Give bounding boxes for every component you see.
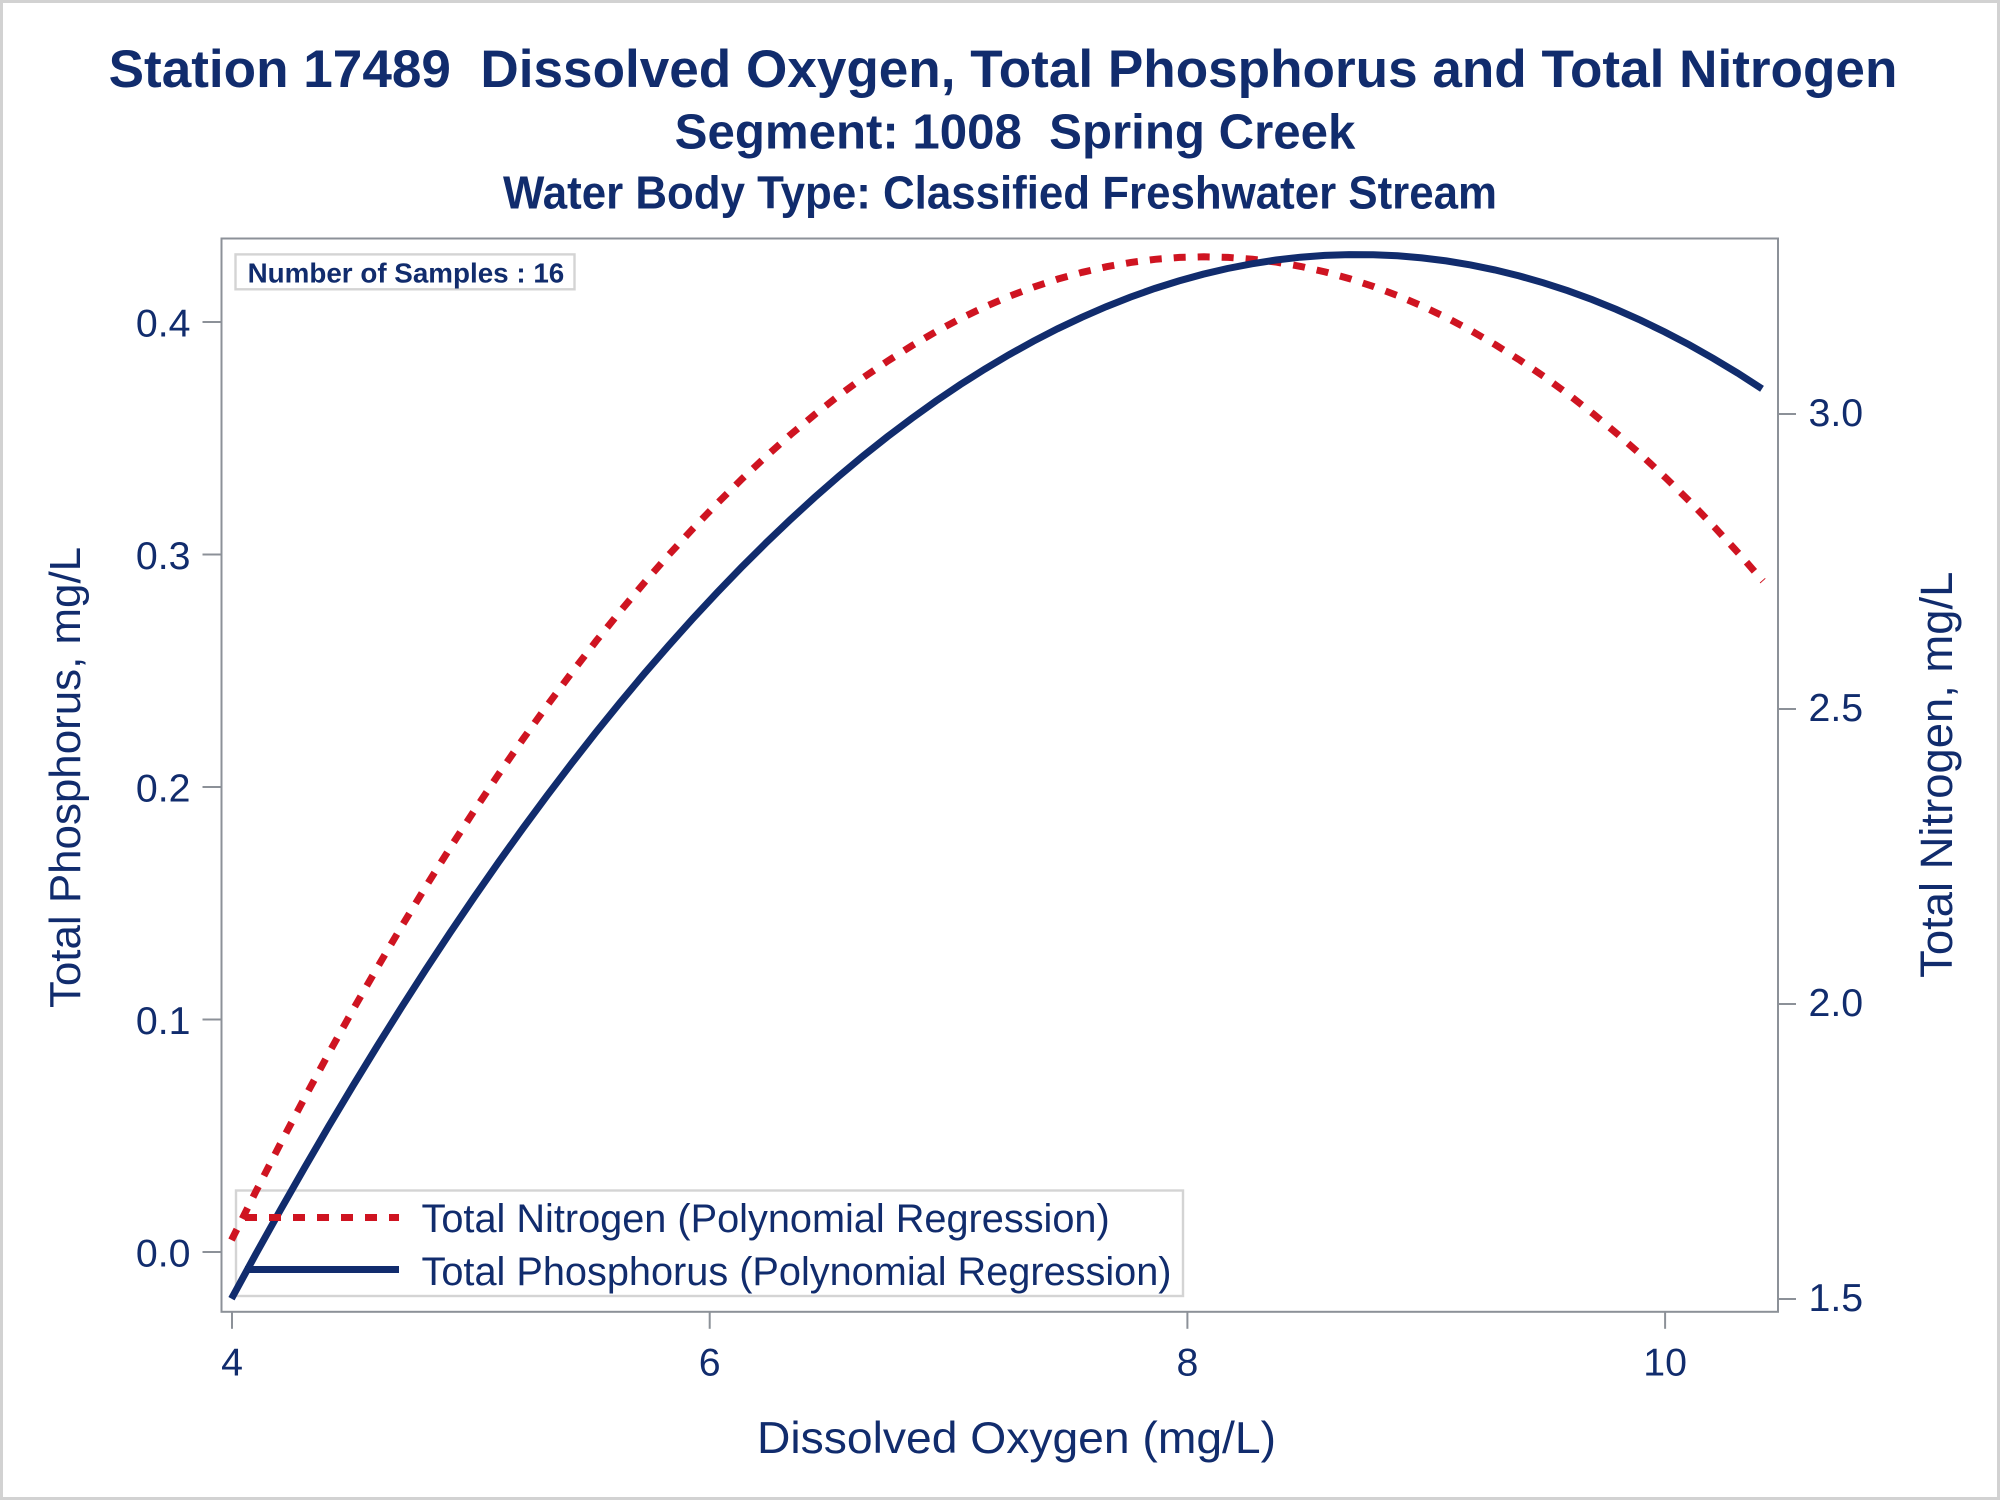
- svg-text:8: 8: [1176, 1341, 1198, 1385]
- svg-text:2.0: 2.0: [1809, 981, 1864, 1025]
- svg-text:Number of Samples : 16: Number of Samples : 16: [248, 257, 565, 288]
- svg-text:0.3: 0.3: [136, 534, 191, 578]
- svg-text:Total Phosphorus, mg/L: Total Phosphorus, mg/L: [41, 547, 90, 1008]
- svg-text:4: 4: [221, 1341, 243, 1385]
- svg-text:10: 10: [1643, 1341, 1687, 1385]
- svg-text:Segment: 1008 Spring Creek: Segment: 1008 Spring Creek: [675, 105, 1356, 160]
- svg-text:Total Phosphorus (Polynomial R: Total Phosphorus (Polynomial Regression): [422, 1250, 1172, 1294]
- svg-text:0.2: 0.2: [136, 767, 191, 811]
- svg-text:Water Body Type: Classified Fr: Water Body Type: Classified Freshwater S…: [503, 167, 1497, 219]
- svg-text:Dissolved Oxygen (mg/L): Dissolved Oxygen (mg/L): [757, 1414, 1276, 1463]
- svg-text:Total Nitrogen, mg/L: Total Nitrogen, mg/L: [1911, 572, 1962, 978]
- svg-text:Total Nitrogen (Polynomial Reg: Total Nitrogen (Polynomial Regression): [422, 1197, 1110, 1241]
- svg-text:6: 6: [699, 1341, 721, 1385]
- svg-text:2.5: 2.5: [1809, 686, 1864, 730]
- svg-text:3.0: 3.0: [1809, 391, 1864, 435]
- svg-text:0.0: 0.0: [136, 1232, 191, 1276]
- svg-text:Station 17489 Dissolved Oxyge: Station 17489 Dissolved Oxygen, Total Ph…: [109, 40, 1898, 99]
- svg-text:1.5: 1.5: [1809, 1276, 1864, 1320]
- svg-text:0.4: 0.4: [136, 302, 191, 346]
- svg-text:0.1: 0.1: [136, 999, 191, 1043]
